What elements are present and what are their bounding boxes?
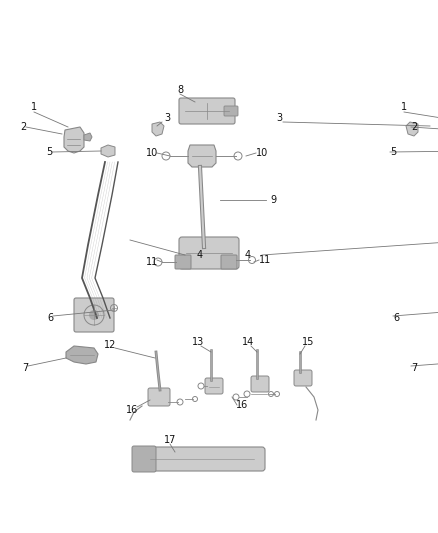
FancyBboxPatch shape xyxy=(179,237,239,269)
Polygon shape xyxy=(101,145,115,157)
Text: 16: 16 xyxy=(236,400,248,410)
Text: 4: 4 xyxy=(245,250,251,260)
Text: 4: 4 xyxy=(197,250,203,260)
Text: 16: 16 xyxy=(126,405,138,415)
FancyBboxPatch shape xyxy=(139,447,265,471)
Text: 3: 3 xyxy=(276,113,282,123)
FancyBboxPatch shape xyxy=(132,446,156,472)
FancyBboxPatch shape xyxy=(205,378,223,394)
Text: 10: 10 xyxy=(146,148,158,158)
Text: 6: 6 xyxy=(393,313,399,323)
FancyBboxPatch shape xyxy=(294,370,312,386)
Text: 13: 13 xyxy=(192,337,204,347)
Text: 7: 7 xyxy=(411,363,417,373)
Text: 1: 1 xyxy=(401,102,407,112)
Text: 11: 11 xyxy=(259,255,271,265)
FancyBboxPatch shape xyxy=(74,298,114,332)
Text: 12: 12 xyxy=(104,340,116,350)
FancyBboxPatch shape xyxy=(148,388,170,406)
Polygon shape xyxy=(64,127,84,153)
Text: 14: 14 xyxy=(242,337,254,347)
Text: 8: 8 xyxy=(177,85,183,95)
Polygon shape xyxy=(406,122,418,136)
Polygon shape xyxy=(152,122,164,136)
Circle shape xyxy=(89,310,99,320)
Text: 1: 1 xyxy=(31,102,37,112)
Text: 7: 7 xyxy=(22,363,28,373)
FancyBboxPatch shape xyxy=(224,106,238,116)
Polygon shape xyxy=(188,145,216,167)
FancyBboxPatch shape xyxy=(251,376,269,392)
Polygon shape xyxy=(66,346,98,364)
FancyBboxPatch shape xyxy=(175,255,191,269)
FancyBboxPatch shape xyxy=(221,255,237,269)
Polygon shape xyxy=(84,133,92,141)
Text: 15: 15 xyxy=(302,337,314,347)
Text: 2: 2 xyxy=(20,122,26,132)
FancyBboxPatch shape xyxy=(179,98,235,124)
Text: 11: 11 xyxy=(146,257,158,267)
Text: 5: 5 xyxy=(390,147,396,157)
Text: 5: 5 xyxy=(46,147,52,157)
Text: 6: 6 xyxy=(47,313,53,323)
Text: 10: 10 xyxy=(256,148,268,158)
Text: 2: 2 xyxy=(411,122,417,132)
Text: 3: 3 xyxy=(164,113,170,123)
Text: 17: 17 xyxy=(164,435,176,445)
Text: 9: 9 xyxy=(270,195,276,205)
